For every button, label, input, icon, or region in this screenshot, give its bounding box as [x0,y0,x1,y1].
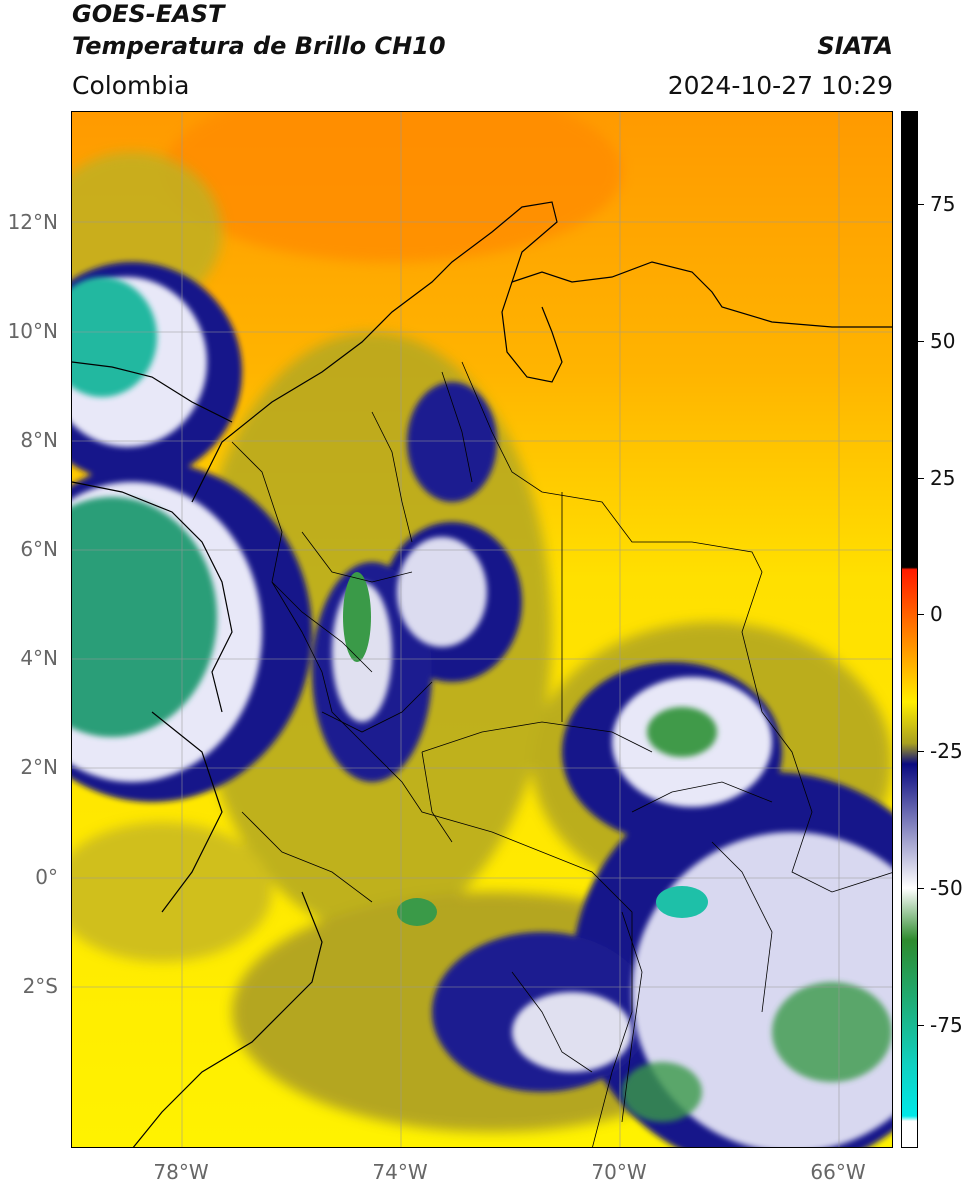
lat-label-2n: 2°N [20,755,58,779]
lat-label-6n: 6°N [20,537,58,561]
map-canvas [72,112,892,1147]
colorbar-tick [918,751,924,752]
lon-label-78w: 78°W [153,1160,209,1184]
orange-north-patch [162,112,622,262]
colorbar-label-neg50: -50 [930,876,963,900]
lat-label-10n: 10°N [7,319,58,343]
organization-label: SIATA [817,32,893,60]
colorbar-tick [918,1025,924,1026]
colorbar-tick [918,478,924,479]
product-title: Temperatura de Brillo CH10 [72,32,446,60]
colorbar-tick [918,204,924,205]
graticule [72,112,892,1147]
colorbar-label-neg25: -25 [930,739,963,763]
datetime-label: 2024-10-27 10:29 [667,71,893,100]
colorbar-label-50: 50 [930,329,956,353]
borders [231,361,892,1147]
colorbar-label-0: 0 [930,602,943,626]
lon-label-66w: 66°W [810,1160,866,1184]
colorbar-tick [918,341,924,342]
satellite-title: GOES-EAST [72,0,225,28]
coastlines [72,201,892,1147]
satellite-map[interactable] [71,111,893,1148]
region-label: Colombia [72,71,190,100]
lat-label-4n: 4°N [20,646,58,670]
lat-label-12n: 12°N [7,210,58,234]
colorbar [901,111,918,1148]
colorbar-label-neg75: -75 [930,1013,963,1037]
cold-tops [72,277,892,1122]
lat-label-2s: 2°S [22,974,58,998]
lon-label-70w: 70°W [591,1160,647,1184]
lat-label-8n: 8°N [20,428,58,452]
colorbar-label-25: 25 [930,466,956,490]
lat-label-0: 0° [35,865,58,889]
colorbar-tick [918,614,924,615]
lon-label-74w: 74°W [372,1160,428,1184]
colorbar-label-75: 75 [930,192,956,216]
colorbar-tick [918,888,924,889]
